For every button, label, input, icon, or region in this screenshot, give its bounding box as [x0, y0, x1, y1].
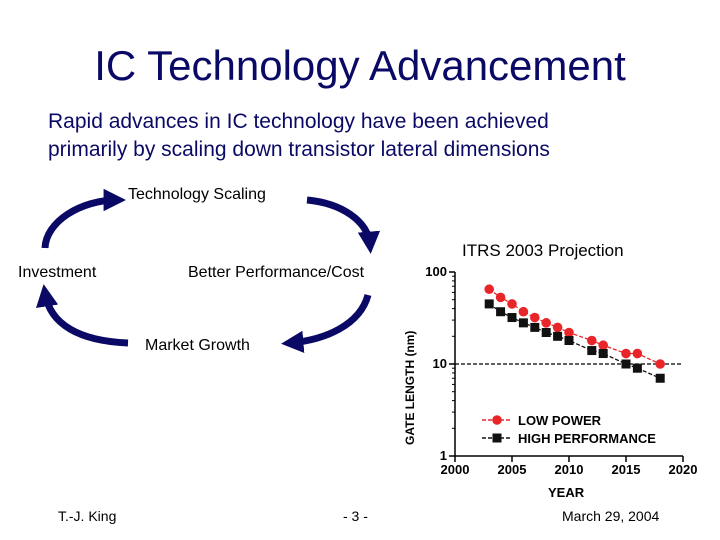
- legend-marker-circle: [492, 415, 502, 425]
- data-point-low-power: [518, 306, 529, 317]
- slide-title: IC Technology Advancement: [94, 42, 626, 89]
- chart-x-label: YEAR: [548, 485, 585, 500]
- chart-legend: LOW POWER HIGH PERFORMANCE: [482, 413, 656, 446]
- data-point-high-performance: [632, 363, 642, 373]
- chart-y-tick-label: 10: [433, 356, 447, 371]
- footer-page-number: - 3 -: [343, 508, 368, 524]
- chart-x-tick-label: 2010: [555, 462, 584, 477]
- data-point-low-power: [587, 335, 597, 346]
- data-point-high-performance: [541, 327, 551, 337]
- chart-x-tick-label: 2005: [498, 462, 527, 477]
- data-point-high-performance: [621, 359, 631, 369]
- subtitle-line-2: primarily by scaling down transistor lat…: [48, 138, 550, 161]
- data-point-low-power: [655, 359, 665, 369]
- data-point-low-power: [552, 322, 563, 333]
- data-point-high-performance: [484, 299, 494, 309]
- data-point-low-power: [530, 312, 540, 323]
- footer-author: T.-J. King: [58, 508, 117, 524]
- footer-date: March 29, 2004: [562, 508, 660, 524]
- data-point-low-power: [507, 299, 517, 309]
- data-point-high-performance: [587, 346, 597, 356]
- data-point-high-performance: [553, 331, 563, 341]
- chart-y-label: GATE LENGTH (nm): [403, 331, 417, 445]
- data-point-low-power: [632, 348, 643, 359]
- slide-subtitle: Rapid advances in IC technology have bee…: [48, 108, 708, 164]
- data-point-low-power: [484, 284, 495, 295]
- cycle-arrow-bottom-right: [281, 293, 372, 354]
- data-point-low-power: [495, 292, 506, 303]
- chart-ticks: 2000 2005 2010 2015 2020 1 10 100: [425, 264, 697, 477]
- chart-x-tick-label: 2015: [612, 462, 641, 477]
- cycle-arrow-top-left: [41, 188, 126, 249]
- legend-label: LOW POWER: [518, 413, 602, 428]
- chart-x-tick-label: 2000: [441, 462, 470, 477]
- cycle-arrow-bottom-left: [36, 284, 129, 347]
- chart-y-tick-label: 100: [425, 264, 447, 279]
- data-point-low-power: [541, 318, 551, 328]
- data-point-low-power: [621, 348, 631, 359]
- chart-title: ITRS 2003 Projection: [462, 241, 624, 260]
- chart-x-tick-label: 2020: [669, 462, 698, 477]
- cycle-label-investment: Investment: [18, 264, 97, 281]
- legend-label: HIGH PERFORMANCE: [518, 431, 656, 446]
- data-point-high-performance: [507, 313, 517, 323]
- subtitle-line-1: Rapid advances in IC technology have bee…: [48, 110, 549, 133]
- data-point-low-power: [598, 340, 608, 351]
- chart-marks: [484, 284, 665, 383]
- data-point-high-performance: [518, 318, 528, 328]
- data-point-high-performance: [598, 349, 608, 359]
- data-point-high-performance: [530, 322, 540, 332]
- data-point-high-performance: [655, 373, 665, 383]
- legend-marker-square: [492, 433, 502, 443]
- chart-y-tick-label: 1: [440, 448, 447, 463]
- data-point-low-power: [564, 327, 574, 338]
- data-point-high-performance: [496, 307, 506, 317]
- cycle-arrow-top-right: [306, 196, 381, 254]
- cycle-label-performance: Better Performance/Cost: [188, 264, 365, 281]
- data-point-high-performance: [564, 336, 574, 346]
- cycle-label-technology-scaling: Technology Scaling: [128, 186, 266, 203]
- cycle-label-market-growth: Market Growth: [145, 337, 250, 354]
